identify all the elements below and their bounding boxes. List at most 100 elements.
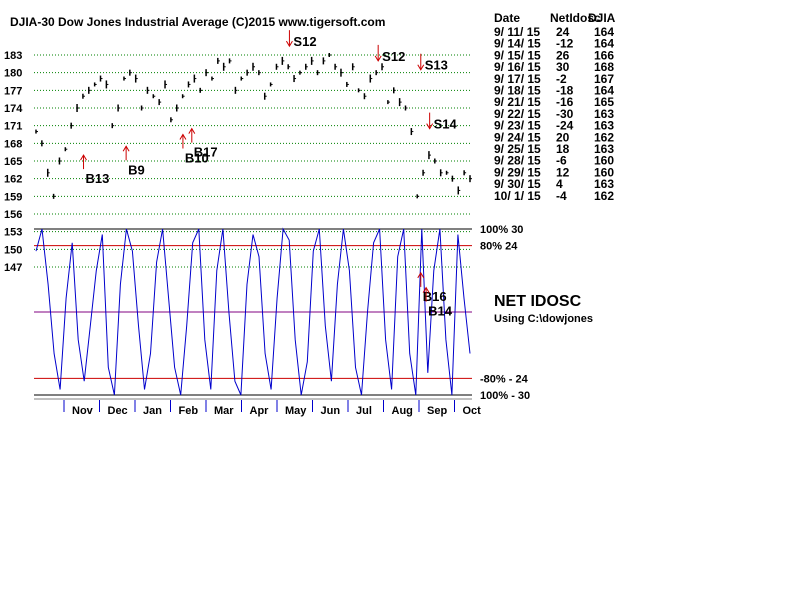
table-cell: 10/ 1/ 15 <box>494 189 541 203</box>
table-cell: 30 <box>556 60 570 74</box>
buy-arrow-head <box>422 286 430 293</box>
month-axis: Nov Dec Jan Feb Mar Apr May Jun Jul Aug Sep Oct <box>34 398 482 417</box>
table-cell: -24 <box>556 119 574 133</box>
buy-signal-label: B9 <box>128 162 145 177</box>
sell-arrow-head <box>374 55 382 62</box>
price-series <box>35 53 472 199</box>
price-axis-ticks: 183 180 177 174 171 168 165 162 159 156 153 150 147 <box>4 50 23 274</box>
price-tick-label: 165 <box>4 156 22 168</box>
month-label: Jan <box>143 405 162 417</box>
table-cell: 164 <box>594 37 614 51</box>
sell-arrow-head <box>417 64 425 71</box>
table-cell: 9/ 28/ 15 <box>494 154 541 168</box>
month-label: Aug <box>392 405 413 417</box>
table-cell: 9/ 14/ 15 <box>494 37 541 51</box>
table-cell: 26 <box>556 48 570 62</box>
osc-title: NET IDOSC <box>494 293 582 310</box>
table-cell: -16 <box>556 95 574 109</box>
table-cell: 166 <box>594 48 614 62</box>
buy-arrow-head <box>122 145 130 152</box>
table-cell: 160 <box>594 154 614 168</box>
price-gridlines <box>34 54 472 268</box>
table-cell: -12 <box>556 37 574 51</box>
buy-arrow-head <box>417 271 425 279</box>
table-cell: 165 <box>594 95 614 109</box>
table-cell: 9/ 17/ 15 <box>494 72 541 86</box>
sell-signal-label: S14 <box>434 117 458 132</box>
table-cell: 162 <box>594 130 614 144</box>
oscillator-levels: 100% 30 80% 24 -80% - 24 100% - 30 <box>34 224 530 402</box>
table-cell: 20 <box>556 130 570 144</box>
table-cell: 164 <box>594 25 614 39</box>
buy-signal-label: B10 <box>185 151 209 166</box>
month-label: Sep <box>427 405 447 417</box>
sell-arrow-head <box>426 123 434 130</box>
table-cell: 12 <box>556 165 570 179</box>
table-cell: 163 <box>594 142 614 156</box>
price-tick-label: 159 <box>4 191 22 203</box>
price-tick-label: 177 <box>4 85 22 97</box>
sell-signal-label: S13 <box>425 58 448 73</box>
table-cell: 9/ 18/ 15 <box>494 84 541 98</box>
price-tick-label: 156 <box>4 209 22 221</box>
table-cell: 9/ 22/ 15 <box>494 107 541 121</box>
table-cell: 24 <box>556 25 570 39</box>
sell-signal-label: S12 <box>382 49 405 64</box>
table-cell: 9/ 24/ 15 <box>494 130 541 144</box>
month-label: Oct <box>463 405 482 417</box>
table-cell: 9/ 29/ 15 <box>494 165 541 179</box>
table-cell: 162 <box>594 189 614 203</box>
osc-subtitle: Using C:\dowjones <box>494 313 593 325</box>
chart-title: DJIA-30 Dow Jones Industrial Average (C)… <box>10 15 385 29</box>
table-cell: 9/ 21/ 15 <box>494 95 541 109</box>
oscillator-line <box>35 227 471 396</box>
table-cell: 163 <box>594 177 614 191</box>
table-cell: 163 <box>594 119 614 133</box>
buy-signal-label: B13 <box>86 171 110 186</box>
table-cell: -30 <box>556 107 574 121</box>
osc-level-label: 80% 24 <box>480 241 518 253</box>
table-cell: 164 <box>594 84 614 98</box>
month-label: Mar <box>214 405 234 417</box>
price-tick-label: 174 <box>4 103 23 115</box>
month-label: Jul <box>356 405 372 417</box>
buy-arrow-head <box>80 154 87 161</box>
table-cell: -6 <box>556 154 567 168</box>
month-label: Nov <box>72 405 94 417</box>
table-header-cell: Date <box>494 11 520 25</box>
table-cell: 4 <box>556 177 563 191</box>
sell-arrow-head <box>285 40 293 48</box>
price-tick-label: 183 <box>4 50 22 62</box>
table-cell: 9/ 16/ 15 <box>494 60 541 74</box>
table-cell: 9/ 11/ 15 <box>494 25 540 39</box>
buy-arrow-head <box>179 133 187 140</box>
table-cell: 160 <box>594 165 614 179</box>
price-tick-label: 162 <box>4 174 22 186</box>
price-tick-label: 168 <box>4 138 22 150</box>
sell-signal-label: S12 <box>293 34 316 49</box>
table-cell: -4 <box>556 189 567 203</box>
table-cell: 9/ 23/ 15 <box>494 119 541 133</box>
table-cell: -2 <box>556 72 567 86</box>
table-cell: 18 <box>556 142 570 156</box>
table-cell: 9/ 30/ 15 <box>494 177 541 191</box>
oscillator-series <box>35 227 471 396</box>
table-cell: 9/ 25/ 15 <box>494 142 541 156</box>
table-cell: -18 <box>556 84 574 98</box>
osc-level-label: 100% 30 <box>480 224 523 236</box>
buy-signal-label: B14 <box>428 304 453 319</box>
price-tick-label: 171 <box>4 121 22 133</box>
price-tick-label: 147 <box>4 262 22 274</box>
table-cell: 168 <box>594 60 614 74</box>
buy-signal-label: B17 <box>194 145 218 160</box>
table-cell: 167 <box>594 72 614 86</box>
month-label: Jun <box>321 405 341 417</box>
month-label: Apr <box>250 405 270 417</box>
table-header-cell: NetIdosc <box>550 11 601 25</box>
price-tick-label: 150 <box>4 244 22 256</box>
buy-arrow-head <box>188 127 196 134</box>
table-header-cell: DJIA <box>588 11 616 25</box>
